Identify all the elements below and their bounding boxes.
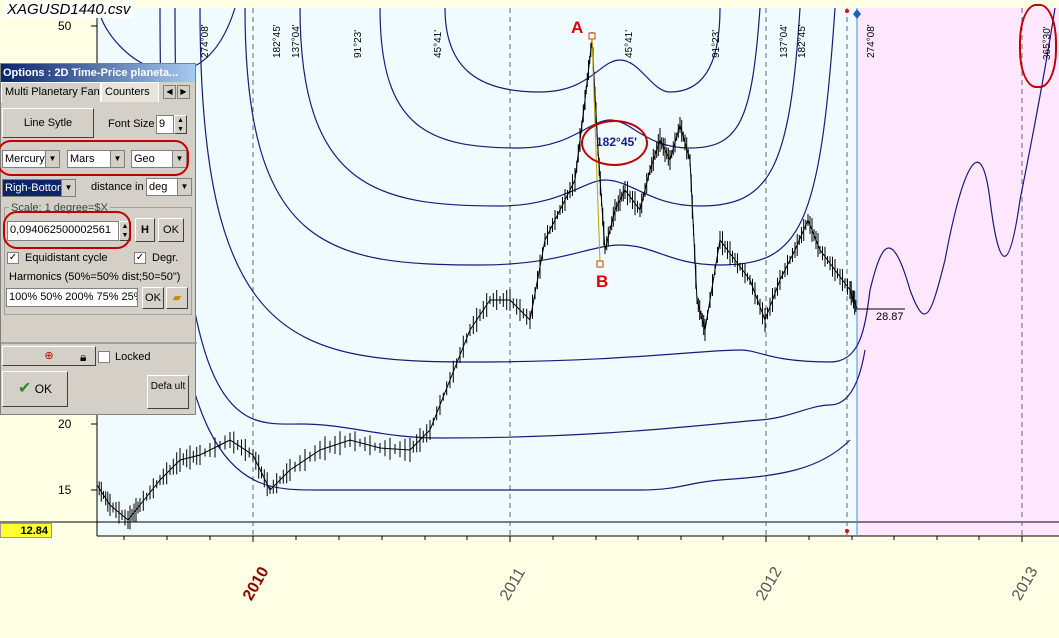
tab-scroll-right-icon[interactable]: ▶ (177, 85, 190, 99)
current-price-tag: 12.84 (0, 523, 52, 538)
options-dialog[interactable]: Options : 2D Time-Price planeta... Multi… (0, 63, 197, 415)
tab-scroll-left-icon[interactable]: ◀ (163, 85, 176, 99)
fan-curve (199, 7, 1056, 363)
harmonics-ok-button[interactable]: OK (142, 287, 164, 309)
planet1-value: Mercury (5, 153, 45, 165)
fan-angle-label: 45°41' (433, 29, 444, 58)
checkmark-icon: ✔ (17, 380, 32, 397)
line-style-button[interactable]: Line Sytle (2, 108, 94, 138)
tab-counters[interactable]: Counters (101, 82, 159, 102)
fan-curve (244, 7, 836, 266)
font-size-label: Font Size (108, 118, 155, 130)
highlight-circle (0, 140, 189, 176)
point-a-label: A (571, 18, 584, 37)
chevron-down-icon[interactable]: ▼ (110, 151, 124, 167)
fan-angle-label: 91°23' (711, 29, 722, 58)
fan-curve (299, 7, 801, 207)
distance-unit-value: deg (149, 181, 168, 193)
price-series (96, 32, 858, 530)
today-marker-icon (853, 9, 861, 19)
folder-icon[interactable]: ▰ (166, 287, 188, 309)
planet1-select[interactable]: Mercury ▼ (2, 150, 60, 168)
point-b-label: B (596, 272, 609, 291)
h-button[interactable]: H (135, 218, 155, 242)
distance-unit-select[interactable]: deg ▼ (146, 178, 192, 196)
degr-label: Degr. (152, 252, 179, 264)
highlight-circle (3, 211, 131, 249)
chart-title: XAGUSD1440.csv (4, 1, 134, 18)
lock-icon: 🔒︎ (80, 350, 87, 364)
x-ticks (123, 536, 1023, 542)
marker-dot (845, 9, 849, 13)
font-size-spinner-icon[interactable]: ▲ ▼ (174, 115, 187, 134)
locked-checkbox[interactable] (98, 351, 110, 363)
chevron-down-icon[interactable]: ▼ (177, 179, 191, 195)
y-tick-label: 50 (58, 19, 72, 33)
equidistant-checkbox[interactable]: ✓ (7, 252, 19, 264)
position-value: Righ-Bottom (5, 182, 67, 194)
marker-dot (845, 529, 849, 533)
highlight-circle (581, 120, 648, 166)
fan-angle-label: 137°04' (291, 24, 302, 58)
y-tick-label: 20 (58, 417, 72, 431)
fan-angle-label: 274°08' (866, 24, 877, 58)
fan-curve (174, 7, 866, 439)
dialog-title[interactable]: Options : 2D Time-Price planeta... (1, 64, 195, 82)
highlight-circle (1019, 4, 1057, 88)
harmonics-input[interactable]: 100% 50% 200% 75% 25% (6, 288, 138, 307)
future-zone (857, 8, 1059, 536)
position-select[interactable]: Righ-Bottom ▼ (2, 179, 76, 197)
fan-curve (444, 7, 721, 93)
planet2-value: Mars (70, 153, 95, 165)
divider (1, 342, 197, 344)
plot-area (97, 8, 857, 536)
scale-ok-button[interactable]: OK (158, 218, 184, 242)
coord-value: Geo (134, 153, 155, 165)
ok-button-label: OK (34, 382, 53, 396)
locked-label: Locked (115, 351, 151, 363)
fan-angle-label: 45°41' (624, 29, 635, 58)
fan-angle-label: 182°45' (797, 24, 808, 58)
planet2-select[interactable]: Mars ▼ (67, 150, 125, 168)
fan-angle-label: 91°23' (353, 29, 364, 58)
fan-curve (159, 7, 851, 491)
distance-label: distance in (91, 181, 144, 193)
chevron-down-icon[interactable]: ▼ (45, 151, 59, 167)
fan-angle-label: 274°08' (200, 24, 211, 58)
ok-button[interactable]: ✔ OK (2, 371, 68, 407)
crosshair-icon[interactable]: ⊕ (2, 346, 96, 366)
last-price-label: 28.87 (876, 311, 904, 323)
dialog-tabs: Multi Planetary Fan... Counters ◀ ▶ (1, 82, 197, 102)
y-tick-label: 15 (58, 483, 72, 497)
chevron-down-icon[interactable]: ▼ (61, 180, 75, 196)
font-size-input[interactable]: 9 (156, 115, 174, 134)
harmonics-label: Harmonics (50%=50% dist;50=50") (9, 271, 181, 283)
tab-multi-planetary-fan[interactable]: Multi Planetary Fan... (1, 82, 101, 102)
scale-input[interactable]: 0,094062500002561 (7, 221, 119, 241)
degr-checkbox[interactable]: ✓ (134, 252, 146, 264)
equidistant-label: Equidistant cycle (25, 252, 108, 264)
fan-angle-label: 137°04' (779, 24, 790, 58)
fan-curves (97, 7, 1056, 491)
fan-angle-label: 182°45' (272, 24, 283, 58)
default-button[interactable]: Defa ult (147, 375, 189, 409)
